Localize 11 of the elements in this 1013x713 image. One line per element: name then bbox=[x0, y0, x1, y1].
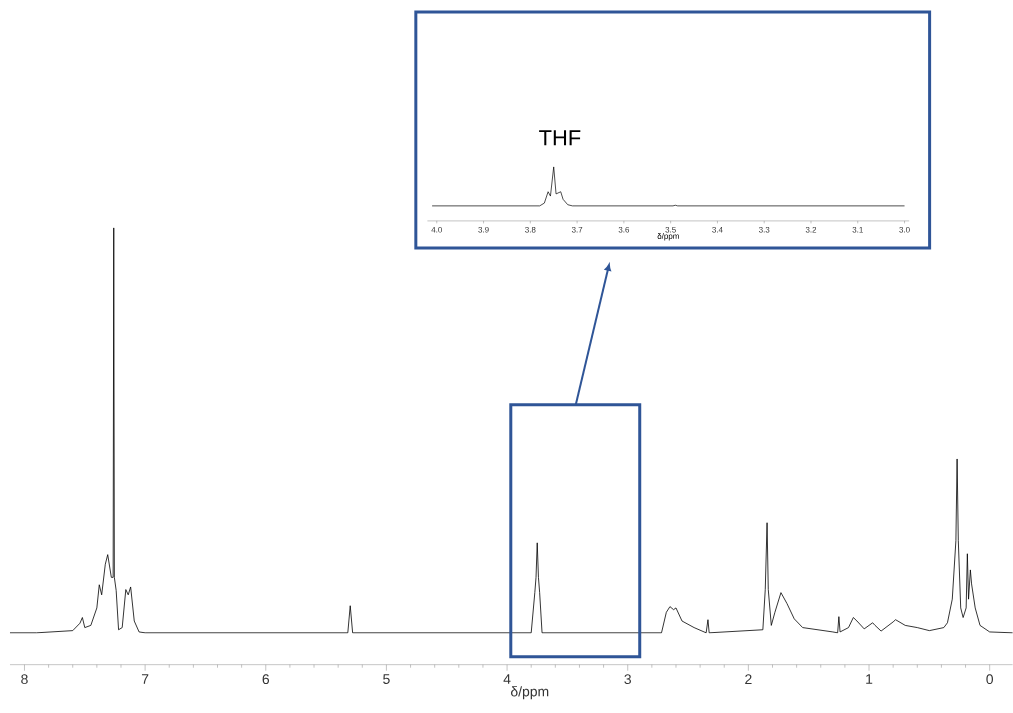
x-tick-label: 0 bbox=[986, 674, 994, 685]
x-tick-label: 1 bbox=[866, 674, 873, 684]
x-tick-label: 2 bbox=[745, 674, 752, 685]
x-tick-label: 4 bbox=[503, 674, 511, 684]
text: THF bbox=[539, 130, 581, 146]
x-tick-label: 3 bbox=[624, 674, 631, 685]
x-tick-label: 7 bbox=[141, 674, 149, 684]
x-tick-label: 5 bbox=[383, 674, 390, 685]
x-tick-label: 8 bbox=[21, 674, 28, 685]
x-axis-title: δ/ppm bbox=[510, 686, 549, 700]
x-tick-label: 6 bbox=[262, 674, 270, 685]
